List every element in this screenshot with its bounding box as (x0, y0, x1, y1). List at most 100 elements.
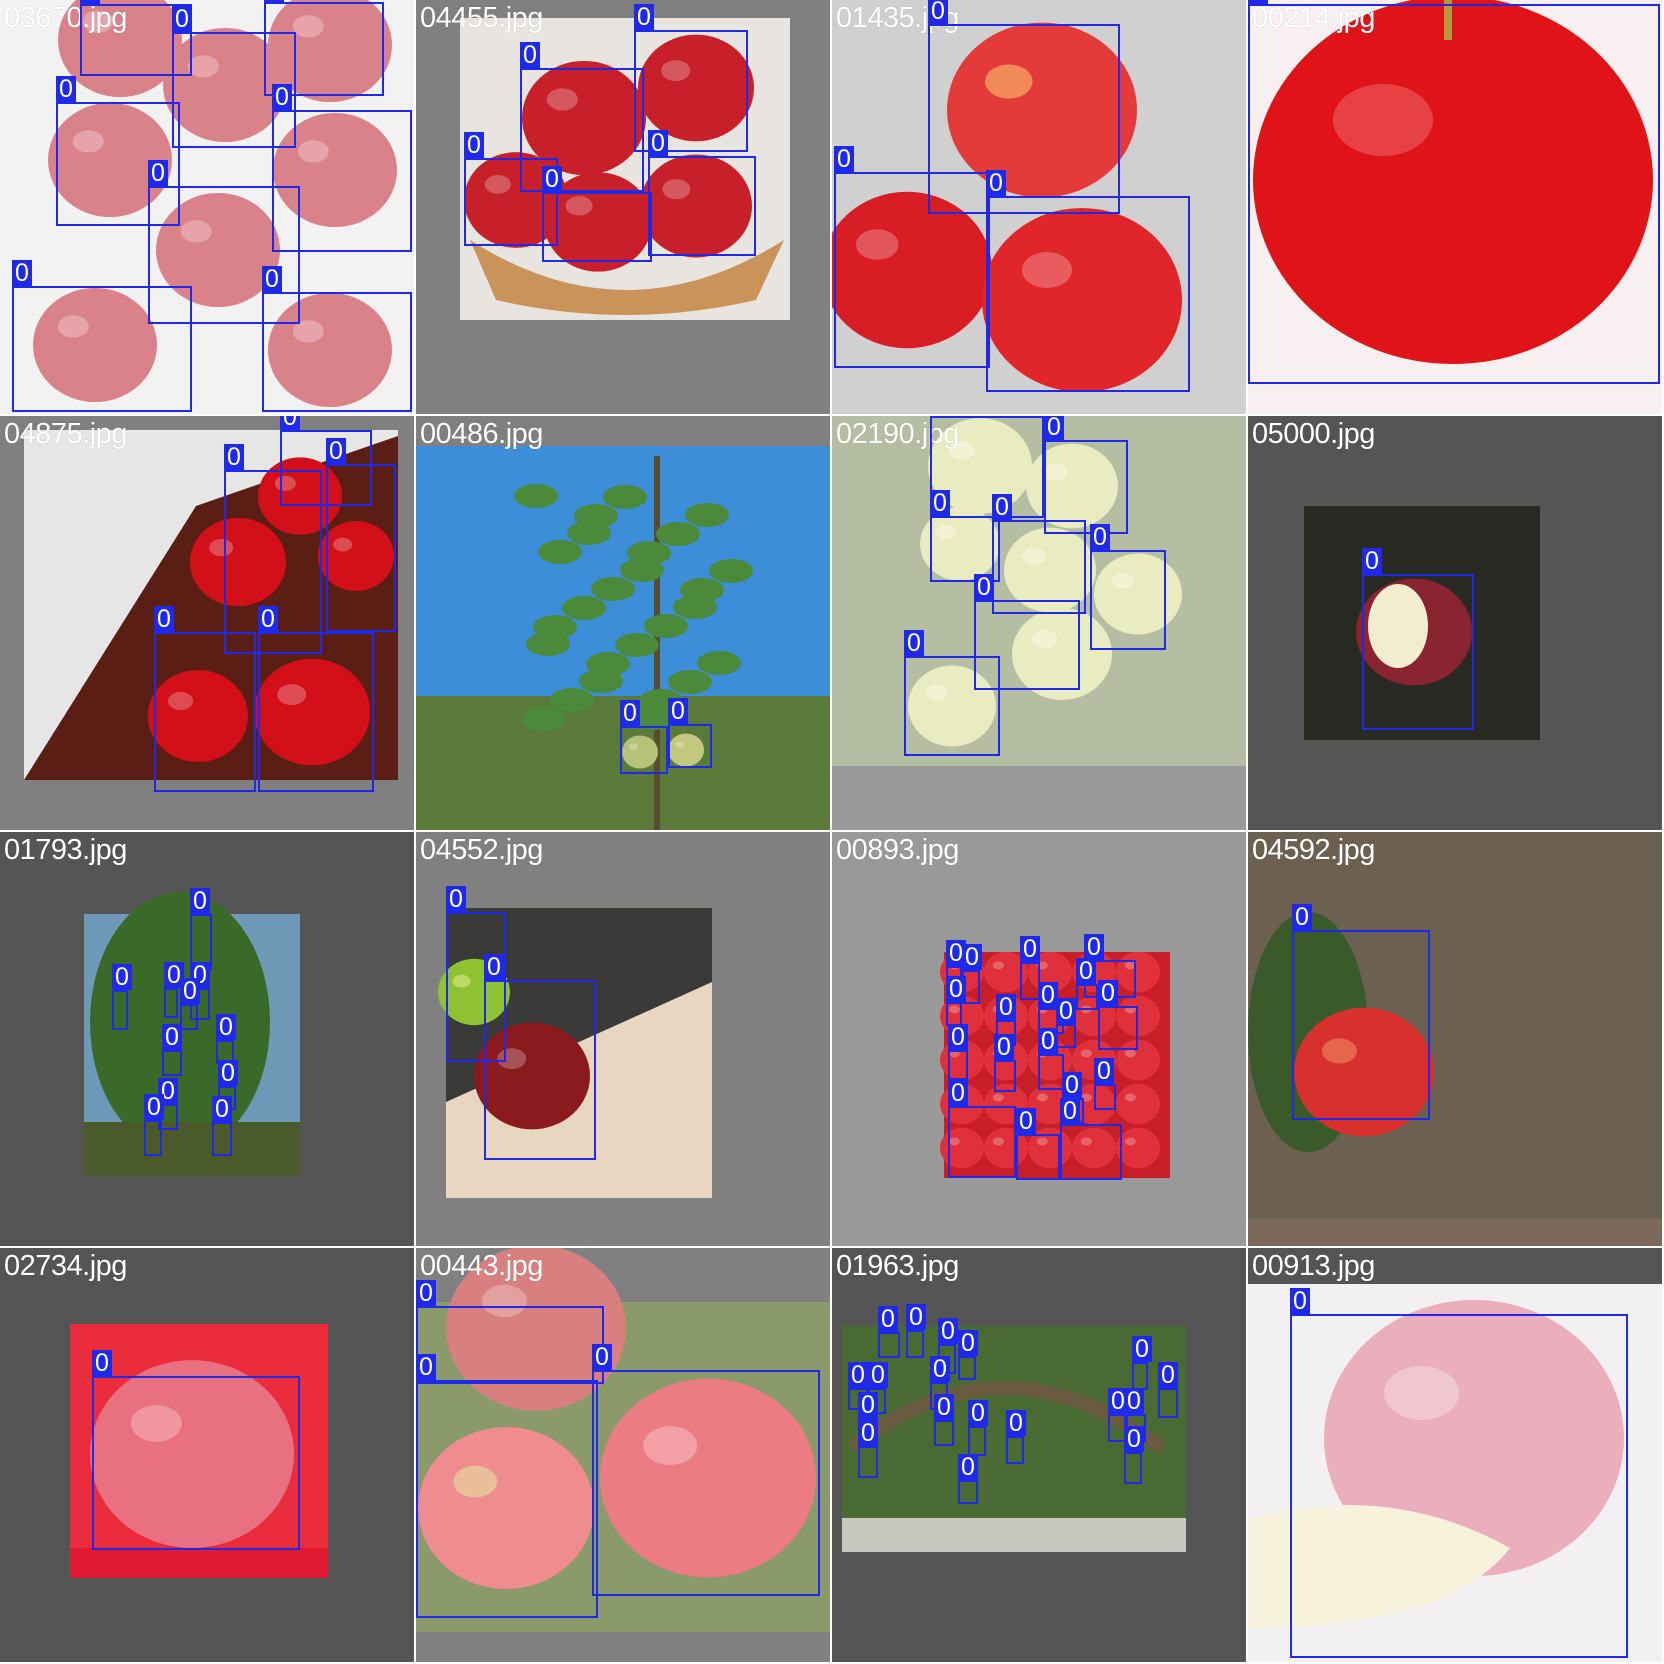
stem-shape (1444, 0, 1452, 40)
detection-box: 0 (1038, 1028, 1064, 1090)
detection-box: 0 (218, 1060, 238, 1110)
detection-class-label: 0 (946, 976, 966, 1002)
apple-shape (1116, 1127, 1160, 1169)
tile-filename: 02734.jpg (4, 1250, 127, 1282)
apple-shape (940, 1127, 984, 1169)
detection-class-label: 0 (112, 964, 132, 990)
detection-box: 0 (934, 1394, 954, 1446)
basket-shape (470, 240, 784, 315)
detection-box: 0 (154, 606, 256, 792)
mosaic-tile: 00486.jpg 0 0 (416, 416, 830, 830)
detection-class-label: 0 (858, 1420, 878, 1446)
detection-class-label: 0 (858, 1392, 878, 1418)
detection-class-label: 0 (986, 170, 1006, 196)
mosaic-tile: 01793.jpg 0 0 0 0 0 0 0 0 0 0 0 (0, 832, 414, 1246)
detection-class-label: 0 (212, 1096, 232, 1122)
detection-box: 0 (958, 1330, 978, 1380)
detection-class-label: 0 (1044, 416, 1064, 440)
detection-box: 0 (1132, 1336, 1152, 1390)
detection-box: 0 (1292, 904, 1430, 1120)
detection-class-label: 0 (416, 1280, 436, 1306)
detection-class-label: 0 (668, 698, 688, 724)
apple-shape (90, 1360, 294, 1548)
detection-class-label: 0 (974, 574, 994, 600)
apple-shape (622, 735, 658, 769)
detection-class-label: 0 (948, 1024, 968, 1050)
detection-class-label: 0 (1098, 980, 1118, 1006)
detection-box: 0 (1056, 998, 1076, 1048)
detection-class-label: 0 (416, 1354, 436, 1380)
detection-box: 0 (416, 1354, 598, 1618)
detection-class-label: 0 (834, 146, 854, 172)
detection-box: 0 (148, 160, 300, 324)
detection-box: 0 (1108, 1388, 1128, 1442)
mosaic-tile: 01963.jpg 0 0 0 0 0 0 0 0 0 0 0 0 0 0 0 0 0 0 (832, 1248, 1246, 1662)
tile-photo (416, 1248, 830, 1632)
apple-shape (928, 418, 1032, 514)
detection-class-label: 0 (1290, 1288, 1310, 1314)
tile-filename: 00443.jpg (420, 1250, 543, 1282)
detection-class-label: 0 (484, 954, 504, 980)
leaf-shape (521, 707, 565, 731)
tile-filename: 00214.jpg (1252, 2, 1375, 34)
tile-filename: 01963.jpg (836, 1250, 959, 1282)
apple-shape (1026, 443, 1118, 529)
apple-shape (48, 102, 172, 218)
apple-shape (273, 112, 397, 228)
apple-shape (318, 521, 394, 591)
tile-filename: 04875.jpg (4, 418, 127, 450)
detection-class-label: 0 (1132, 1336, 1152, 1362)
detection-class-label: 0 (958, 1454, 978, 1480)
tile-filename: 04592.jpg (1252, 834, 1375, 866)
apple-shape (832, 191, 992, 349)
apple-shape (156, 192, 280, 308)
detection-class-label: 0 (164, 962, 184, 988)
detection-box: 0 (264, 0, 384, 96)
detection-box: 0 (262, 266, 412, 412)
detection-class-label: 0 (1362, 548, 1382, 574)
detection-class-label: 0 (224, 444, 244, 470)
tile-filename: 05000.jpg (1252, 418, 1375, 450)
leaf-shape (680, 578, 724, 602)
poster-banner (70, 1548, 328, 1578)
detection-box: 0 (930, 490, 1000, 582)
tile-filename: 03670.jpg (4, 2, 127, 34)
detection-class-label: 0 (1094, 1058, 1114, 1084)
detection-box: 0 (1090, 524, 1166, 650)
detection-class-label: 0 (542, 166, 562, 192)
detection-box: 0 (212, 1096, 232, 1156)
apple-shape (446, 1248, 626, 1411)
detection-class-label: 0 (172, 6, 192, 32)
apple-shape (982, 208, 1182, 392)
detection-class-label: 0 (144, 1094, 164, 1120)
detection-class-label: 0 (1292, 904, 1312, 930)
apple-shape (544, 172, 652, 272)
apple-shape (190, 517, 286, 607)
detection-class-label: 0 (464, 132, 484, 158)
detection-box: 0 (464, 132, 558, 246)
detection-class-label: 0 (1076, 958, 1096, 984)
apple-shape (668, 733, 704, 767)
detection-class-label: 0 (258, 606, 278, 632)
detection-box: 0 (224, 444, 322, 654)
detection-box: 0 (948, 1080, 1016, 1178)
leaf-shape (668, 670, 712, 694)
mosaic-tile: 00443.jpg 0 0 0 (416, 1248, 830, 1662)
apple-shape (268, 0, 392, 103)
branch-shape (847, 1381, 1167, 1454)
detection-class-label: 0 (1090, 524, 1110, 550)
leaf-shape (538, 540, 582, 564)
detection-box: 0 (12, 260, 192, 412)
mosaic-tile: 05000.jpg 0 (1248, 416, 1662, 830)
detection-class-label: 0 (634, 4, 654, 30)
apple-shape (522, 60, 646, 176)
mosaic-tile: 04552.jpg 0 0 (416, 832, 830, 1246)
detection-class-label: 0 (962, 944, 982, 970)
detection-class-label: 0 (1062, 1072, 1082, 1098)
apple-shape (1116, 1083, 1160, 1125)
tile-photo (832, 0, 1246, 414)
apple-shape (600, 1378, 816, 1578)
detection-class-label: 0 (994, 1034, 1014, 1060)
